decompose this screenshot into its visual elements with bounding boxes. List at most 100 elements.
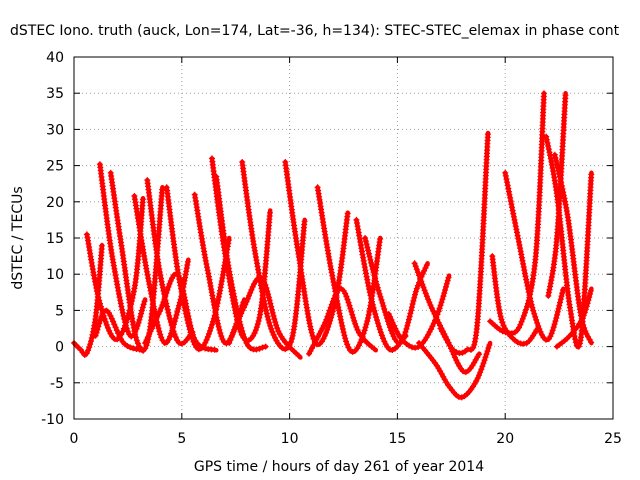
data-point-marker — [514, 232, 521, 239]
data-point-marker — [141, 298, 148, 305]
data-point-marker — [556, 302, 563, 309]
data-point-marker — [529, 304, 536, 311]
data-point-marker — [515, 235, 522, 242]
data-point-marker — [499, 328, 506, 335]
data-point-marker — [552, 154, 559, 161]
data-point-marker — [375, 323, 382, 330]
data-point-marker — [534, 320, 541, 326]
y-tick-label: 5 — [55, 303, 64, 319]
data-point-marker — [387, 313, 394, 320]
data-point-marker — [340, 329, 347, 336]
data-point-marker — [170, 328, 177, 335]
data-point-marker — [87, 341, 94, 348]
data-point-marker — [389, 330, 396, 337]
data-point-marker — [274, 325, 281, 332]
data-point-marker — [555, 305, 562, 312]
data-point-marker — [232, 300, 239, 306]
data-point-marker — [234, 319, 241, 326]
data-point-marker — [523, 276, 530, 283]
x-tick-label: 25 — [604, 431, 622, 447]
data-point-marker — [152, 316, 159, 323]
data-point-marker — [156, 308, 163, 315]
data-point-marker — [167, 333, 174, 340]
data-point-marker — [548, 277, 555, 284]
data-point-marker — [148, 293, 155, 300]
data-point-marker — [175, 339, 182, 346]
data-point-marker — [115, 330, 122, 337]
data-point-marker — [344, 296, 351, 303]
data-point-marker — [484, 131, 491, 138]
data-point-marker — [425, 296, 432, 303]
data-point-marker — [369, 298, 375, 305]
data-point-marker — [119, 328, 126, 335]
data-point-marker — [484, 348, 491, 355]
data-point-marker — [209, 321, 215, 328]
data-series — [553, 286, 594, 350]
data-point-marker — [228, 334, 235, 340]
data-point-marker — [364, 279, 371, 286]
data-point-marker — [252, 327, 259, 334]
data-series — [385, 273, 452, 351]
x-tick-label: 10 — [281, 431, 299, 447]
data-point-marker — [373, 314, 380, 321]
y-tick-label: -5 — [50, 376, 64, 392]
data-point-marker — [377, 293, 384, 300]
data-point-marker — [502, 172, 509, 179]
data-point-marker — [172, 334, 179, 341]
data-point-marker — [585, 297, 592, 304]
data-point-marker — [380, 303, 387, 309]
data-point-marker — [362, 238, 369, 245]
data-point-marker — [122, 322, 129, 329]
data-point-marker — [148, 325, 155, 332]
data-point-marker — [123, 325, 130, 332]
data-point-marker — [512, 220, 519, 226]
data-point-marker — [159, 281, 166, 288]
data-point-marker — [458, 394, 465, 401]
data-point-marker — [405, 316, 412, 323]
data-point-marker — [179, 284, 186, 291]
data-point-marker — [381, 306, 388, 312]
data-point-marker — [101, 308, 107, 315]
data-point-marker — [321, 332, 328, 339]
data-point-marker — [554, 311, 561, 318]
data-point-marker — [417, 275, 424, 282]
data-point-marker — [267, 300, 274, 307]
data-point-marker — [242, 337, 249, 344]
data-point-marker — [579, 315, 586, 322]
data-point-marker — [266, 319, 273, 326]
data-point-marker — [130, 345, 137, 352]
data-point-marker — [238, 324, 245, 331]
data-point-marker — [371, 345, 378, 352]
data-point-marker — [499, 319, 506, 326]
data-series — [239, 159, 308, 353]
data-point-marker — [430, 308, 437, 314]
data-point-marker — [527, 298, 534, 305]
data-series — [545, 90, 569, 299]
data-point-marker — [103, 321, 110, 328]
data-point-marker — [240, 331, 247, 338]
data-series — [142, 270, 219, 353]
data-point-marker — [337, 316, 344, 323]
data-point-marker — [215, 323, 222, 330]
data-point-marker — [254, 321, 261, 327]
data-point-marker — [151, 306, 158, 313]
data-point-marker — [230, 328, 237, 335]
data-point-marker — [520, 340, 527, 347]
data-point-marker — [361, 327, 368, 334]
data-point-marker — [520, 312, 527, 319]
data-point-marker — [184, 258, 191, 265]
data-point-marker — [205, 330, 212, 337]
data-point-marker — [581, 309, 588, 316]
data-point-marker — [377, 236, 384, 242]
data-point-marker — [214, 317, 221, 324]
data-point-marker — [325, 323, 332, 330]
data-point-marker — [331, 295, 337, 302]
data-point-marker — [165, 336, 172, 343]
data-point-marker — [486, 342, 493, 348]
data-point-marker — [535, 323, 542, 329]
data-point-marker — [412, 288, 419, 295]
data-point-marker — [522, 309, 528, 316]
data-point-marker — [270, 312, 277, 319]
data-point-marker — [512, 223, 519, 230]
data-point-marker — [477, 369, 484, 376]
